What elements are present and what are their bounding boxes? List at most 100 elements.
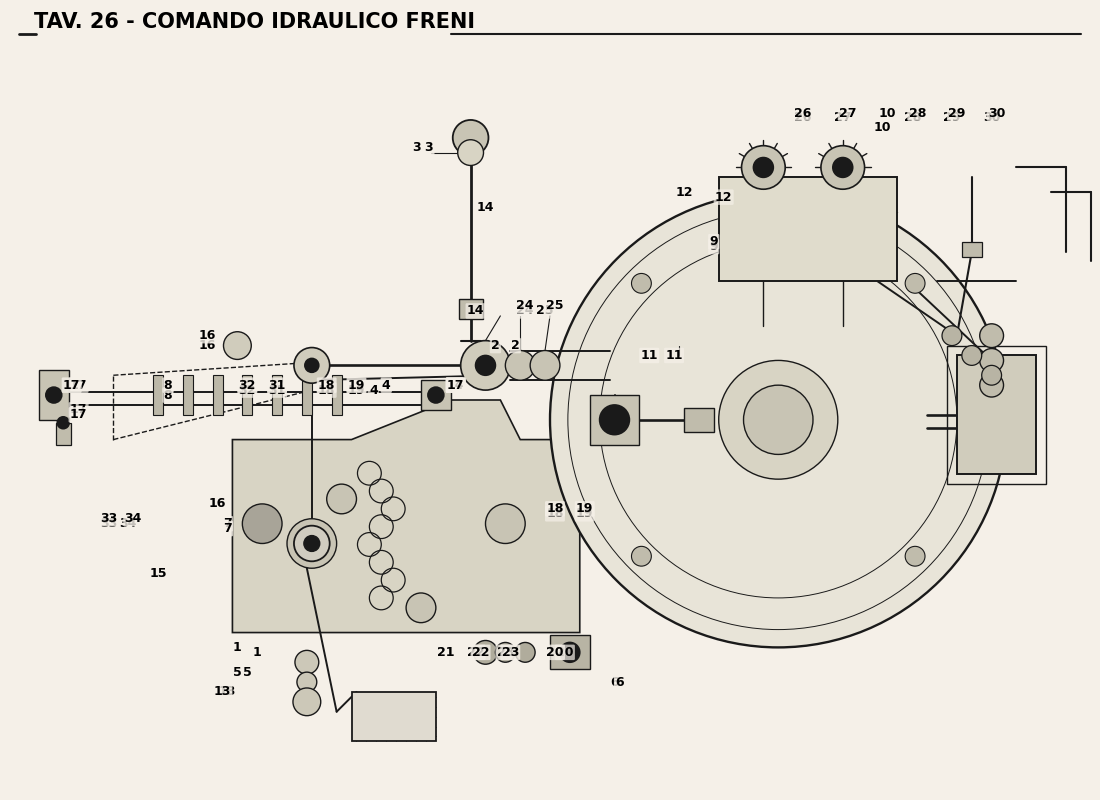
Text: 31: 31 <box>268 384 286 397</box>
Text: 28: 28 <box>909 106 926 119</box>
Text: 17: 17 <box>447 378 464 392</box>
Bar <box>352 692 436 742</box>
Circle shape <box>980 374 1003 397</box>
Text: 18: 18 <box>547 502 563 515</box>
Text: 12: 12 <box>715 190 733 204</box>
Text: 9: 9 <box>710 240 718 253</box>
Text: 5: 5 <box>243 666 252 678</box>
Text: 33: 33 <box>100 517 117 530</box>
Text: 18: 18 <box>318 384 336 397</box>
Circle shape <box>505 350 535 380</box>
Text: 29: 29 <box>943 111 960 125</box>
Bar <box>957 355 1036 474</box>
Text: 28: 28 <box>903 111 921 125</box>
Bar <box>39 370 68 420</box>
Circle shape <box>600 405 629 434</box>
Text: 25: 25 <box>537 305 553 318</box>
Circle shape <box>304 535 320 551</box>
Circle shape <box>46 387 62 403</box>
Circle shape <box>428 387 443 403</box>
Text: 20: 20 <box>557 646 573 659</box>
Text: 17: 17 <box>69 408 87 422</box>
Text: 24: 24 <box>516 299 534 313</box>
Circle shape <box>905 546 925 566</box>
Bar <box>272 375 282 415</box>
Text: 24: 24 <box>516 305 534 318</box>
Text: 2: 2 <box>510 339 519 352</box>
Text: 3: 3 <box>425 141 433 154</box>
Text: 14: 14 <box>476 201 494 214</box>
Bar <box>590 395 639 445</box>
Text: 25: 25 <box>547 299 563 313</box>
Text: 17: 17 <box>69 378 87 392</box>
Text: 22: 22 <box>472 646 490 659</box>
Circle shape <box>833 158 853 178</box>
Circle shape <box>530 350 560 380</box>
Text: 15: 15 <box>150 566 167 580</box>
Text: 8: 8 <box>164 389 173 402</box>
Text: 7: 7 <box>223 522 232 535</box>
Text: 14: 14 <box>447 378 464 392</box>
Text: 31: 31 <box>268 378 286 392</box>
Circle shape <box>406 593 436 622</box>
Bar <box>459 299 483 319</box>
Circle shape <box>980 324 1003 347</box>
Circle shape <box>57 417 69 429</box>
Circle shape <box>461 341 510 390</box>
Text: TAV. 26 - COMANDO IDRAULICO FRENI: TAV. 26 - COMANDO IDRAULICO FRENI <box>34 12 475 32</box>
Circle shape <box>223 332 251 359</box>
Circle shape <box>327 484 356 514</box>
Text: 30: 30 <box>988 106 1005 119</box>
Text: 22: 22 <box>466 646 484 659</box>
Text: 11: 11 <box>666 349 683 362</box>
Text: 26: 26 <box>794 111 812 125</box>
Circle shape <box>961 346 981 366</box>
Circle shape <box>294 526 330 562</box>
Text: 34: 34 <box>124 512 142 526</box>
Circle shape <box>981 366 1002 385</box>
Circle shape <box>942 326 961 346</box>
Text: 21: 21 <box>437 646 454 659</box>
Bar <box>421 380 451 410</box>
Circle shape <box>295 650 319 674</box>
Text: 16: 16 <box>199 339 217 352</box>
Text: 19: 19 <box>576 507 593 520</box>
Circle shape <box>631 274 651 294</box>
Text: 2: 2 <box>491 339 499 352</box>
Text: 16: 16 <box>209 498 227 510</box>
Bar <box>684 408 714 432</box>
Text: 17: 17 <box>69 403 87 416</box>
Text: 27: 27 <box>834 111 851 125</box>
Text: 17: 17 <box>447 378 464 392</box>
Text: 16: 16 <box>199 329 217 342</box>
Text: 14: 14 <box>466 305 484 318</box>
Circle shape <box>242 504 282 543</box>
Text: 12: 12 <box>675 186 693 198</box>
Bar <box>242 375 252 415</box>
Circle shape <box>718 361 838 479</box>
Text: 9: 9 <box>710 235 718 248</box>
Bar <box>153 375 163 415</box>
Circle shape <box>458 140 484 166</box>
Text: 7: 7 <box>223 517 232 530</box>
Bar <box>961 242 981 257</box>
Text: 18: 18 <box>547 507 563 520</box>
Text: 19: 19 <box>348 378 365 392</box>
Text: 3: 3 <box>411 141 420 154</box>
Bar <box>56 422 70 445</box>
Text: 30: 30 <box>983 111 1000 125</box>
Text: 29: 29 <box>948 106 966 119</box>
Bar <box>947 346 1046 484</box>
Circle shape <box>297 672 317 692</box>
Text: 6: 6 <box>615 675 624 689</box>
Text: 13: 13 <box>213 686 231 698</box>
Circle shape <box>294 347 330 383</box>
Text: 26: 26 <box>794 106 812 119</box>
Text: 27: 27 <box>839 106 857 119</box>
Circle shape <box>287 518 337 568</box>
Text: 19: 19 <box>576 502 593 515</box>
Text: 16: 16 <box>209 498 227 510</box>
Circle shape <box>741 146 785 190</box>
Text: 5: 5 <box>233 666 242 678</box>
Text: 15: 15 <box>150 566 167 580</box>
